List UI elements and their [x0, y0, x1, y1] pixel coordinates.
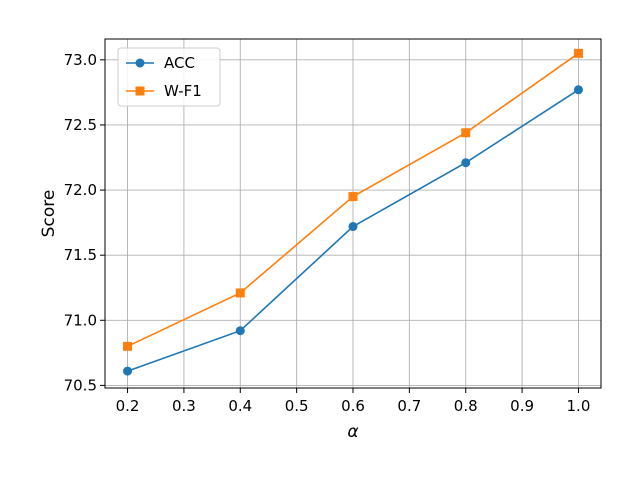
x-tick-label: 0.7	[397, 397, 421, 415]
x-tick-label: 0.8	[454, 397, 478, 415]
data-point-w-f1	[573, 48, 583, 58]
x-tick-label: 0.9	[510, 397, 534, 415]
y-tick-label: 71.0	[64, 311, 97, 329]
x-axis-label: α	[347, 422, 358, 442]
data-point-acc	[235, 326, 245, 336]
legend-label-w-f1: W-F1	[164, 82, 202, 100]
legend-marker-w-f1	[135, 86, 145, 96]
x-tick-label: 0.2	[116, 397, 140, 415]
series-w-f1	[123, 48, 583, 351]
data-point-acc	[573, 85, 583, 95]
y-tick-label: 72.5	[64, 116, 97, 134]
data-point-acc	[123, 366, 133, 376]
series-layer	[123, 48, 583, 376]
legend-item-w-f1: W-F1	[126, 82, 202, 100]
legend-marker-acc	[135, 58, 145, 68]
y-tick-label: 71.5	[64, 246, 97, 264]
x-tick-label: 0.5	[285, 397, 309, 415]
legend: ACC W-F1	[117, 47, 221, 107]
legend-label-acc: ACC	[164, 54, 195, 72]
y-axis-label: Score	[39, 190, 59, 238]
y-axis-ticks: 70.5 71.0 71.5 72.0 72.5 73.0	[64, 51, 105, 394]
y-tick-label: 72.0	[64, 181, 97, 199]
data-point-w-f1	[348, 192, 358, 202]
x-axis-ticks: 0.2 0.3 0.4 0.5 0.6 0.7 0.8 0.9 1.0	[116, 388, 591, 415]
data-point-w-f1	[235, 288, 245, 298]
plot-frame	[104, 38, 602, 389]
y-tick-label: 73.0	[64, 51, 97, 69]
x-tick-label: 0.6	[341, 397, 365, 415]
data-point-acc	[348, 222, 358, 232]
x-tick-label: 1.0	[567, 397, 591, 415]
x-tick-label: 0.4	[228, 397, 252, 415]
x-tick-label: 0.3	[172, 397, 196, 415]
series-acc	[123, 85, 583, 376]
y-tick-label: 70.5	[64, 376, 97, 394]
grid	[105, 39, 601, 388]
data-point-acc	[461, 158, 471, 168]
legend-item-acc: ACC	[126, 54, 195, 72]
data-point-w-f1	[123, 341, 133, 351]
data-point-w-f1	[461, 128, 471, 138]
